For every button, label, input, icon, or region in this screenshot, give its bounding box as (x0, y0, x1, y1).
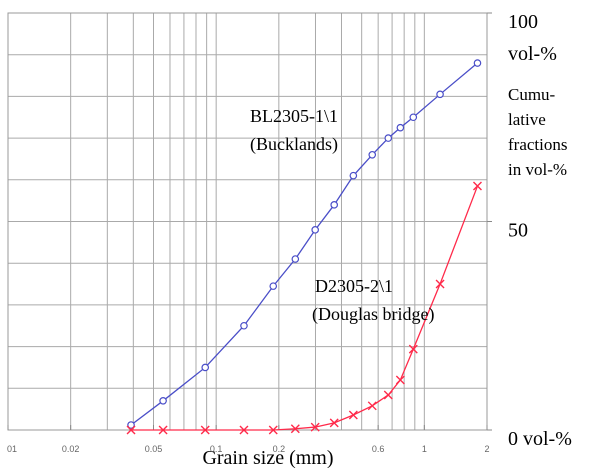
x-tick-label: 0.6 (372, 444, 385, 454)
point (240, 321, 248, 330)
point (200, 425, 210, 435)
x-tick-label: 0.02 (62, 444, 80, 454)
y-label: Cumu- (508, 85, 556, 104)
x-tick-label: 2 (484, 444, 489, 454)
x-axis-label: Grain size (mm) (202, 447, 333, 468)
series-note: (Bucklands) (250, 134, 338, 155)
grid (8, 13, 488, 430)
y-label: in vol-% (508, 160, 567, 179)
point (311, 226, 319, 234)
point (330, 201, 339, 209)
point (383, 390, 393, 400)
point (473, 59, 482, 67)
point (127, 421, 135, 429)
point (159, 397, 167, 405)
y-tick-label: 0 vol-% (508, 428, 572, 450)
point (395, 375, 405, 385)
point (239, 425, 249, 435)
point (290, 424, 300, 434)
series-note: (Douglas bridge) (312, 304, 434, 325)
point (384, 134, 393, 142)
point (269, 282, 278, 290)
y-unit: vol-% (508, 43, 557, 65)
point (126, 425, 136, 435)
x-tick-label: 1 (422, 444, 427, 454)
point (348, 410, 358, 420)
point (201, 363, 210, 372)
point (310, 422, 320, 432)
y-label: lative (508, 110, 546, 129)
point (349, 171, 358, 180)
marks (7, 12, 492, 435)
point (472, 181, 482, 191)
x-tick-label: 01 (7, 444, 17, 454)
point (367, 401, 377, 411)
series-label: BL2305-1\1 (250, 106, 338, 126)
point (291, 255, 300, 263)
point (396, 123, 405, 132)
x-tick-label: 0.1 (210, 444, 223, 454)
y-tick-label: 100 (508, 11, 538, 33)
point (368, 150, 377, 159)
point (268, 425, 278, 435)
point (158, 425, 168, 435)
point (435, 279, 445, 289)
y-tick-label: 50 (508, 220, 528, 242)
labels: BL2305-1\1 (Bucklands) D2305-2\1 (Dougla… (7, 11, 572, 468)
point (436, 90, 444, 99)
point (329, 418, 339, 428)
series-label: D2305-2\1 (315, 276, 393, 296)
point (408, 344, 418, 354)
y-label: fractions (508, 135, 567, 154)
x-tick-label: 0.05 (145, 444, 163, 454)
x-tick-label: 0.2 (273, 444, 286, 454)
point (409, 113, 418, 122)
